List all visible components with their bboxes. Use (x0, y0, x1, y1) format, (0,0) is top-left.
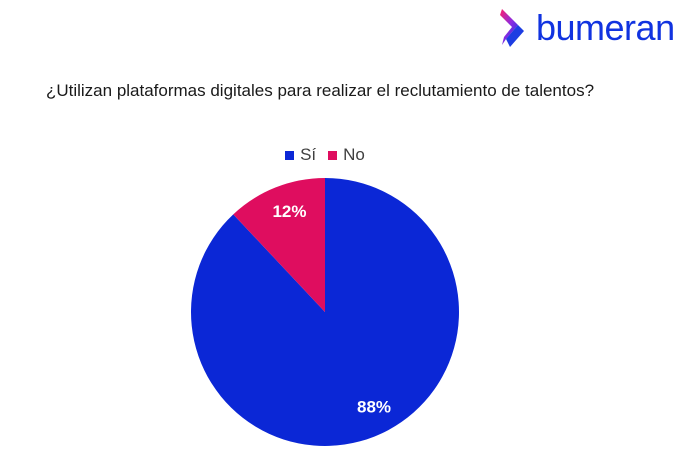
chart-legend: Sí No (0, 145, 650, 165)
pie-slice-no (233, 178, 325, 312)
slice-value-label: 12% (272, 202, 306, 221)
slice-value-label: 88% (357, 397, 391, 416)
legend-swatch (328, 150, 338, 160)
legend-item: No (328, 145, 365, 165)
bumeran-logo-icon (500, 9, 524, 47)
legend-swatch (285, 150, 295, 160)
chart-title: ¿Utilizan plataformas digitales para rea… (45, 81, 595, 100)
bumeran-logo: bumeran (496, 4, 675, 52)
legend-item: Sí (285, 145, 316, 165)
legend-label: No (343, 145, 365, 164)
legend-label: Sí (300, 145, 317, 164)
bumeran-wordmark: bumeran (536, 7, 675, 48)
